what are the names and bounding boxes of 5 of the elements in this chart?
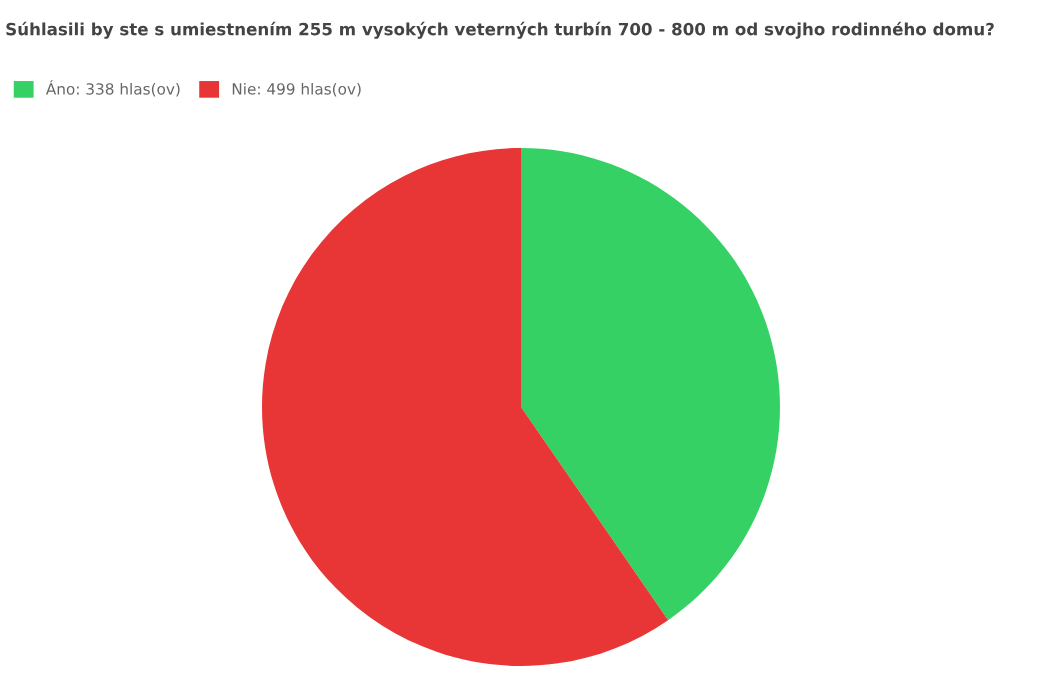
legend-label: Áno: 338 hlas(ov) — [45, 80, 180, 97]
pie-slice — [521, 148, 780, 621]
pie-slice — [262, 148, 669, 666]
chart-title: Súhlasili by ste s umiestnením 255 m vysokých veterných turbín 700 - 800 m od svojho rodinného domu? — [6, 21, 994, 39]
legend-label: Nie: 499 hlas(ov) — [232, 82, 361, 97]
